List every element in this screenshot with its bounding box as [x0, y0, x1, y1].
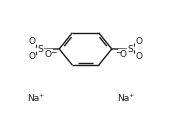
- Text: +: +: [128, 93, 134, 98]
- Text: −: −: [115, 48, 121, 57]
- Text: O: O: [45, 50, 52, 59]
- Text: O: O: [29, 52, 36, 61]
- Text: O: O: [29, 37, 36, 46]
- Text: O: O: [119, 50, 126, 59]
- Text: S: S: [38, 45, 43, 54]
- Text: −: −: [50, 48, 56, 57]
- Text: O: O: [135, 52, 142, 61]
- Text: +: +: [38, 93, 44, 98]
- Text: Na: Na: [27, 94, 39, 103]
- Text: S: S: [128, 45, 133, 54]
- Text: Na: Na: [117, 94, 129, 103]
- Text: O: O: [135, 37, 142, 46]
